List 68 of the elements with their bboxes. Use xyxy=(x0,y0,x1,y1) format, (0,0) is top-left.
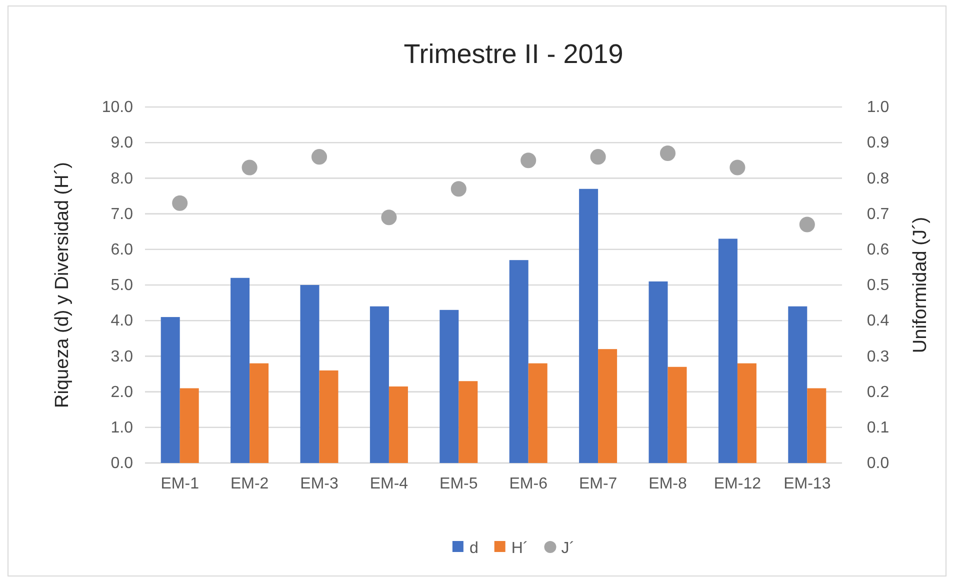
y2-tick-label: 0.9 xyxy=(866,134,890,152)
bar xyxy=(160,317,180,463)
bar xyxy=(370,306,389,463)
bar xyxy=(230,278,250,463)
x-tick-label: EM-1 xyxy=(160,475,200,492)
point xyxy=(520,152,536,168)
y2-tick-label: 0.1 xyxy=(866,420,890,437)
y-tick-label: 1.0 xyxy=(110,420,134,437)
y2-tick-label: 0.6 xyxy=(866,242,890,259)
legend-label: H´ xyxy=(511,540,528,557)
bar xyxy=(648,281,668,463)
bar xyxy=(528,363,548,463)
bar xyxy=(788,306,808,463)
point xyxy=(381,210,397,226)
y-tick-label: 2.0 xyxy=(110,384,134,401)
y2-tick-label: 0.8 xyxy=(866,170,890,188)
bar xyxy=(718,238,738,463)
x-tick-label: EM-13 xyxy=(784,475,831,492)
x-tick-label: EM-7 xyxy=(578,475,618,492)
bar xyxy=(598,349,618,463)
bar xyxy=(388,386,408,463)
point xyxy=(799,216,815,232)
y2-tick-label: 0.0 xyxy=(866,455,890,472)
y-tick-label: 7.0 xyxy=(110,206,134,223)
point xyxy=(172,195,188,211)
bar xyxy=(668,366,687,463)
y-tick-label: 8.0 xyxy=(110,170,134,188)
y2-tick-label: 0.3 xyxy=(866,348,890,366)
point xyxy=(730,160,746,176)
point xyxy=(242,160,258,176)
point xyxy=(590,149,606,165)
point xyxy=(311,149,328,165)
x-tick-label: EM-4 xyxy=(370,475,408,492)
y-axis-title: Riqueza (d) y Diversidad (H´) xyxy=(52,162,73,408)
x-tick-label: EM-8 xyxy=(648,475,687,492)
bar xyxy=(180,388,199,463)
bar xyxy=(579,188,598,463)
y2-axis-title: Uniformidad (J´) xyxy=(910,216,931,354)
legend-label: J´ xyxy=(561,540,575,557)
y2-tick-label: 0.4 xyxy=(866,312,890,330)
x-tick-label: EM-5 xyxy=(440,475,478,492)
bar xyxy=(300,285,320,463)
y2-tick-label: 1.0 xyxy=(866,99,890,116)
y-tick-label: 4.0 xyxy=(110,312,134,330)
y-tick-label: 10.0 xyxy=(102,99,134,116)
bar xyxy=(319,370,338,463)
x-tick-label: EM-6 xyxy=(509,475,548,492)
y-tick-label: 6.0 xyxy=(110,242,134,259)
y2-tick-label: 0.2 xyxy=(866,384,890,401)
y2-tick-label: 0.5 xyxy=(866,277,890,294)
chart-title: Trimestre II - 2019 xyxy=(404,39,624,69)
bar xyxy=(737,363,756,463)
point xyxy=(660,146,676,162)
bar xyxy=(509,260,528,463)
bar xyxy=(440,310,459,463)
y-tick-label: 5.0 xyxy=(110,277,134,294)
y-tick-label: 9.0 xyxy=(110,134,134,152)
x-tick-label: EM-12 xyxy=(714,475,762,492)
y-tick-label: 3.0 xyxy=(110,348,134,366)
bar xyxy=(458,381,478,463)
x-tick-label: EM-2 xyxy=(230,475,269,492)
y2-tick-label: 0.7 xyxy=(866,206,890,223)
legend-label: d xyxy=(469,540,478,557)
point xyxy=(450,181,466,197)
y-tick-label: 0.0 xyxy=(110,455,134,472)
bar xyxy=(807,388,826,463)
bar xyxy=(250,363,269,463)
x-tick-label: EM-3 xyxy=(300,475,338,492)
